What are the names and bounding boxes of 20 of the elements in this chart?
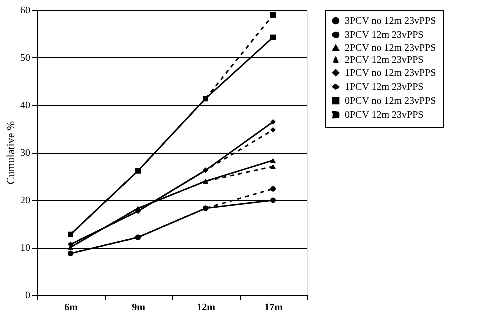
x-tick-label: 6m	[64, 302, 79, 314]
legend-label: 0PCV no 12m 23vPPS	[345, 96, 436, 107]
y-tick-label: 10	[20, 243, 30, 254]
x-tick-label: 9m	[132, 302, 146, 314]
y-tick-label: 60	[20, 6, 30, 16]
legend-label: 1PCV 12m 23vPPS	[345, 82, 424, 93]
y-tick-label: 20	[20, 196, 30, 206]
legend-label: 0PCV 12m 23vPPS	[345, 110, 424, 121]
legend-label: 2PCV no 12m 23vPPS	[345, 43, 436, 54]
x-tick-label: 12m	[197, 302, 216, 314]
legend-label: 1PCV no 12m 23vPPS	[345, 68, 436, 79]
legend-label: 3PCV 12m 23vPPS	[345, 30, 424, 41]
y-tick-label: 0	[26, 290, 30, 302]
legend-label: 3PCV no 12m 23vPPS	[345, 16, 436, 27]
y-tick-label: 40	[20, 100, 30, 112]
y-tick-label: 30	[20, 148, 30, 159]
y-tick-label: 50	[20, 53, 30, 64]
x-tick-label: 17m	[264, 302, 284, 314]
legend-label: 2PCV 12m 23vPPS	[345, 55, 424, 66]
y-axis-title: Cumulative %	[6, 121, 18, 185]
